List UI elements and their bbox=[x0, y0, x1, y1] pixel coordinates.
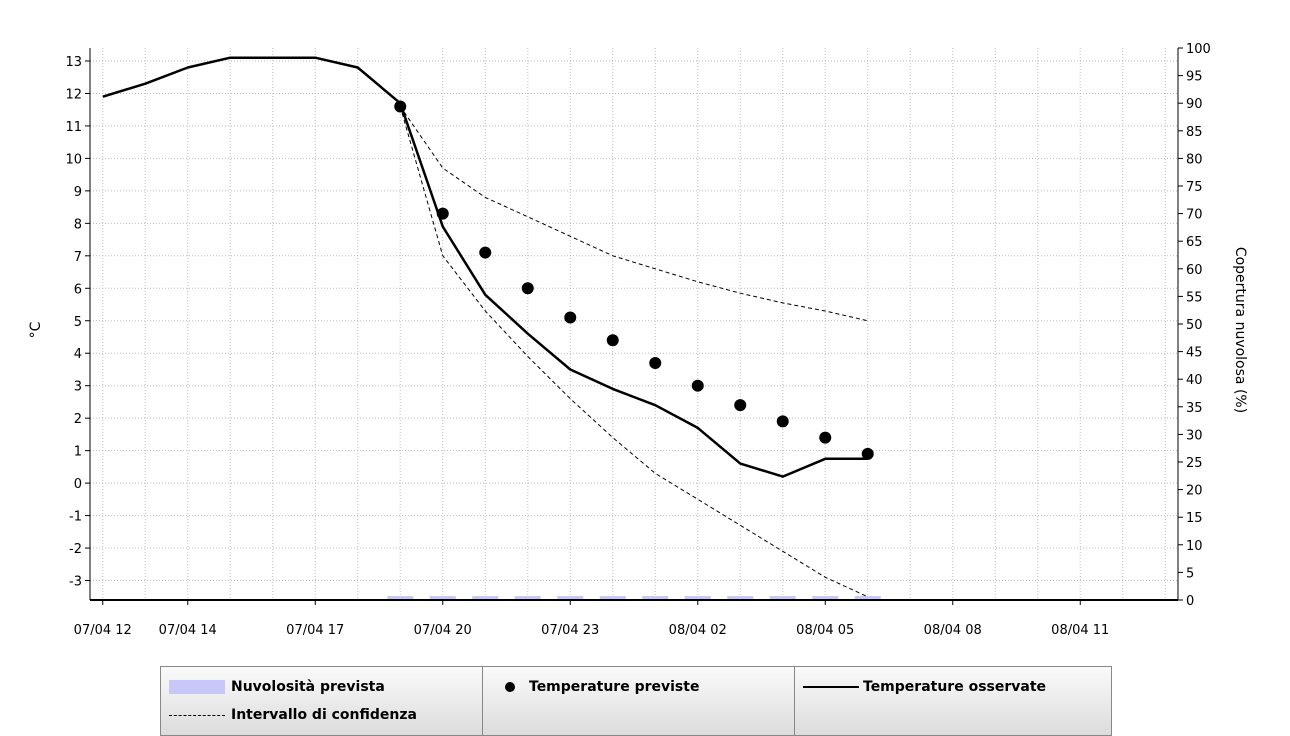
forecast-temperature-point bbox=[649, 356, 662, 369]
y-tick-label-right: 65 bbox=[1186, 235, 1203, 250]
confidence-lower-line bbox=[399, 106, 869, 598]
legend-label-observed: Temperature osservate bbox=[863, 679, 1047, 695]
legend-label-forecast: Temperature previste bbox=[529, 679, 700, 695]
y-tick-label-right: 35 bbox=[1186, 401, 1203, 416]
y-tick-label-right: 50 bbox=[1186, 318, 1203, 333]
y-tick-label-right: 75 bbox=[1186, 180, 1203, 195]
grid bbox=[90, 48, 1178, 600]
legend-item-cloud: Nuvolosità prevista bbox=[169, 677, 385, 697]
y-tick-label-right: 0 bbox=[1186, 594, 1194, 609]
x-tick-label: 08/04 02 bbox=[669, 623, 727, 638]
cloud-bar bbox=[514, 596, 541, 600]
forecast-temperature-point bbox=[521, 282, 534, 295]
y-tick-label-left: -2 bbox=[69, 542, 82, 557]
y-tick-label-left: 12 bbox=[65, 87, 82, 102]
forecast-temperature-point bbox=[734, 399, 747, 412]
y-tick-label-left: -1 bbox=[69, 510, 82, 525]
forecast-temperature-point bbox=[819, 431, 832, 444]
cloud-bar bbox=[769, 596, 796, 600]
x-tick-label: 08/04 11 bbox=[1051, 623, 1109, 638]
y-tick-label-left: 13 bbox=[65, 55, 82, 70]
y-tick-label-right: 55 bbox=[1186, 290, 1203, 305]
y-tick-label-right: 45 bbox=[1186, 346, 1203, 361]
y-tick-label-left: 5 bbox=[74, 315, 82, 330]
x-tick-label: 07/04 12 bbox=[74, 623, 132, 638]
legend-swatch-forecast bbox=[505, 682, 515, 692]
y-axis-title-left: °C bbox=[28, 321, 44, 338]
forecast-temperature-point bbox=[394, 100, 407, 113]
legend-item-confidence: Intervallo di confidenza bbox=[169, 705, 417, 725]
y-tick-label-right: 5 bbox=[1186, 566, 1194, 581]
legend-col-1: Nuvolosità prevista Intervallo di confid… bbox=[161, 667, 483, 735]
cloud-bar bbox=[642, 596, 669, 600]
y-tick-label-left: 1 bbox=[74, 445, 82, 460]
forecast-temperature-point bbox=[776, 415, 789, 428]
x-tick-label: 07/04 20 bbox=[414, 623, 472, 638]
cloud-cover-bars bbox=[387, 596, 881, 600]
observed-temperature-line bbox=[102, 56, 868, 478]
x-tick-label: 08/04 08 bbox=[924, 623, 982, 638]
chart-svg: 131211109876543210-1-2-31009590858075706… bbox=[28, 42, 1248, 638]
cloud-bar bbox=[854, 596, 881, 600]
y-tick-label-left: 4 bbox=[74, 347, 82, 362]
confidence-upper-line bbox=[399, 106, 868, 322]
cloud-bar bbox=[727, 596, 754, 600]
legend-swatch-cloud bbox=[169, 680, 225, 694]
y-tick-label-right: 15 bbox=[1186, 511, 1203, 526]
x-tick-label: 07/04 17 bbox=[286, 623, 344, 638]
cloud-bar bbox=[684, 596, 711, 600]
y-tick-label-left: 0 bbox=[74, 477, 82, 492]
cloud-bar bbox=[429, 596, 456, 600]
x-tick-label: 07/04 23 bbox=[541, 623, 599, 638]
cloud-bar bbox=[599, 596, 626, 600]
legend-label-confidence: Intervallo di confidenza bbox=[231, 707, 417, 723]
y-tick-label-left: 3 bbox=[74, 380, 82, 395]
y-axis-title-right: Copertura nuvolosa (%) bbox=[1232, 247, 1248, 413]
forecast-temperature-point bbox=[564, 311, 577, 324]
x-tick-label: 08/04 05 bbox=[796, 623, 854, 638]
legend-swatch-confidence bbox=[169, 714, 225, 716]
cloud-bar bbox=[557, 596, 584, 600]
cloud-bar bbox=[812, 596, 839, 600]
y-tick-label-right: 80 bbox=[1186, 152, 1203, 167]
cloud-bar bbox=[387, 596, 414, 600]
y-tick-label-right: 90 bbox=[1186, 97, 1203, 112]
forecast-temperature-point bbox=[479, 246, 492, 259]
y-tick-label-right: 70 bbox=[1186, 208, 1203, 223]
axes: 131211109876543210-1-2-31009590858075706… bbox=[65, 42, 1210, 638]
y-tick-label-right: 60 bbox=[1186, 263, 1203, 278]
series-layer bbox=[102, 56, 874, 598]
y-tick-label-right: 20 bbox=[1186, 484, 1203, 499]
x-tick-label: 07/04 14 bbox=[159, 623, 217, 638]
y-tick-label-right: 85 bbox=[1186, 125, 1203, 140]
y-tick-label-right: 10 bbox=[1186, 539, 1203, 554]
legend: Nuvolosità prevista Intervallo di confid… bbox=[160, 666, 1112, 736]
legend-label-cloud: Nuvolosità prevista bbox=[231, 679, 385, 695]
y-tick-label-left: 6 bbox=[74, 282, 82, 297]
y-tick-label-right: 95 bbox=[1186, 70, 1203, 85]
forecast-temperature-point bbox=[436, 207, 449, 220]
y-tick-label-left: 11 bbox=[65, 120, 82, 135]
y-tick-label-left: -3 bbox=[69, 575, 82, 590]
y-tick-label-right: 25 bbox=[1186, 456, 1203, 471]
legend-col-3: Temperature osservate bbox=[795, 667, 1111, 735]
legend-item-forecast: Temperature previste bbox=[491, 677, 699, 697]
legend-swatch-observed bbox=[803, 686, 859, 688]
y-tick-label-left: 10 bbox=[65, 152, 82, 167]
y-tick-label-left: 9 bbox=[74, 185, 82, 200]
legend-col-2: Temperature previste bbox=[483, 667, 795, 735]
y-tick-label-left: 7 bbox=[74, 250, 82, 265]
y-tick-label-right: 40 bbox=[1186, 373, 1203, 388]
y-tick-label-left: 8 bbox=[74, 217, 82, 232]
y-tick-label-right: 100 bbox=[1186, 42, 1211, 57]
forecast-temperature-point bbox=[691, 379, 704, 392]
cloud-bar bbox=[472, 596, 499, 600]
forecast-temperature-point bbox=[606, 334, 619, 347]
y-tick-label-left: 2 bbox=[74, 412, 82, 427]
y-tick-label-right: 30 bbox=[1186, 428, 1203, 443]
legend-item-observed: Temperature osservate bbox=[803, 677, 1046, 697]
forecast-temperature-point bbox=[861, 447, 874, 460]
